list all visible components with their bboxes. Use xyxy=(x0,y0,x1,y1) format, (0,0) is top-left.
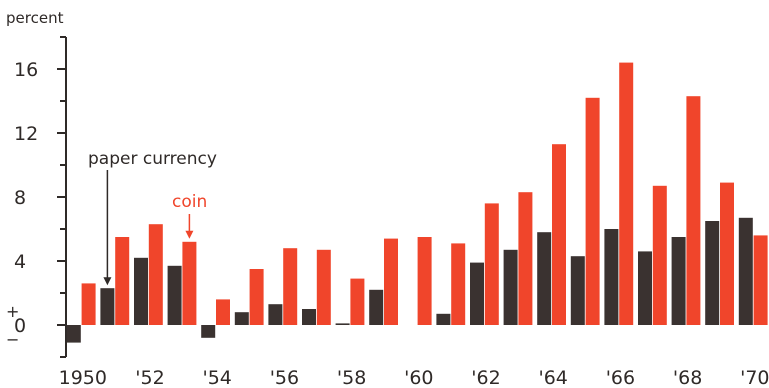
coin-bar-1970 xyxy=(753,235,768,325)
y-axis: 16 12 8 4 0+ − xyxy=(6,36,67,358)
x-tick-label: 1950 xyxy=(59,367,107,388)
coin-bar-1950 xyxy=(81,283,96,325)
coin-bar-1955 xyxy=(249,269,264,325)
x-tick-labels: 1950 '52 '54 '56 '58 '60 '62 '64 '66 '68 '70 xyxy=(59,367,769,388)
paper-currency-bar-1956 xyxy=(268,304,283,325)
paper-currency-bar-1955 xyxy=(234,312,249,325)
coin-bar-1958 xyxy=(350,278,365,325)
coin-bar-1960 xyxy=(417,237,432,325)
coin-bar-1964 xyxy=(552,144,566,325)
x-tick-label: '60 xyxy=(404,367,433,388)
paper-currency-bar-1957 xyxy=(302,309,316,325)
paper-currency-bar-1952 xyxy=(134,257,148,325)
paper-currency-bar-1965 xyxy=(570,256,585,325)
x-tick-label: '58 xyxy=(337,367,366,388)
annotations: paper currency coin xyxy=(88,149,217,286)
coin-bar-1963 xyxy=(518,192,533,325)
y-minus-sign: − xyxy=(6,330,19,349)
annotation-arrow-head xyxy=(185,230,194,239)
y-tick-label: 16 xyxy=(14,59,38,81)
paper-currency-bar-1959 xyxy=(369,289,384,325)
coin-bar-1952 xyxy=(148,224,163,325)
x-tick-label: '54 xyxy=(202,367,231,388)
y-axis-label: percent xyxy=(6,9,64,27)
paper-currency-bar-1954 xyxy=(201,325,216,338)
annotation-label: paper currency xyxy=(88,149,217,169)
x-tick-label: '62 xyxy=(471,367,500,388)
paper-currency-bar-1951 xyxy=(100,288,115,325)
paper-currency-bar-1958 xyxy=(335,323,350,325)
coin-bar-1965 xyxy=(585,97,600,325)
x-tick-label: '56 xyxy=(270,367,299,388)
x-tick-label: '52 xyxy=(135,367,164,388)
y-tick-label: 4 xyxy=(14,251,26,273)
y-tick-label: 8 xyxy=(14,187,26,209)
coin-bar-1959 xyxy=(384,238,398,325)
coin-bar-1969 xyxy=(720,182,734,325)
coin-bar-1954 xyxy=(216,299,230,325)
annotation-label: coin xyxy=(172,192,207,212)
paper-currency-bar-1964 xyxy=(537,232,552,325)
paper-currency-bar-1953 xyxy=(167,265,182,325)
paper-currency-bar-1970 xyxy=(738,217,753,325)
x-tick-label: '64 xyxy=(538,367,567,388)
paper-currency-bar-1966 xyxy=(604,229,619,325)
coin-bar-1951 xyxy=(115,237,130,325)
annotation-arrow-head xyxy=(103,277,112,286)
coin-bar-1962 xyxy=(484,203,499,325)
coin-bar-1967 xyxy=(652,185,667,325)
coin-bar-1953 xyxy=(182,241,197,325)
coin-bar-1966 xyxy=(619,62,634,325)
paper-currency-bar-1968 xyxy=(671,237,686,325)
paper-currency-bar-1950 xyxy=(66,325,81,343)
paper-currency-bar-1962 xyxy=(470,262,484,325)
x-tick-label: '70 xyxy=(740,367,769,388)
coin-bar-1961 xyxy=(451,243,466,325)
coin-bar-1968 xyxy=(686,96,701,325)
y-tick-label: 0 xyxy=(14,315,26,337)
paper-currency-bar-1963 xyxy=(503,249,518,325)
y-plus-sign: + xyxy=(6,302,19,321)
bars xyxy=(66,62,768,343)
x-tick-label: '68 xyxy=(673,367,702,388)
y-tick-label: 12 xyxy=(14,123,38,145)
paper-currency-bar-1961 xyxy=(436,313,451,325)
x-tick-label: '66 xyxy=(606,367,635,388)
coin-bar-1957 xyxy=(316,249,331,325)
paper-currency-bar-1967 xyxy=(638,251,652,325)
coin-bar-1956 xyxy=(283,248,298,325)
paper-currency-bar-1969 xyxy=(705,221,720,325)
